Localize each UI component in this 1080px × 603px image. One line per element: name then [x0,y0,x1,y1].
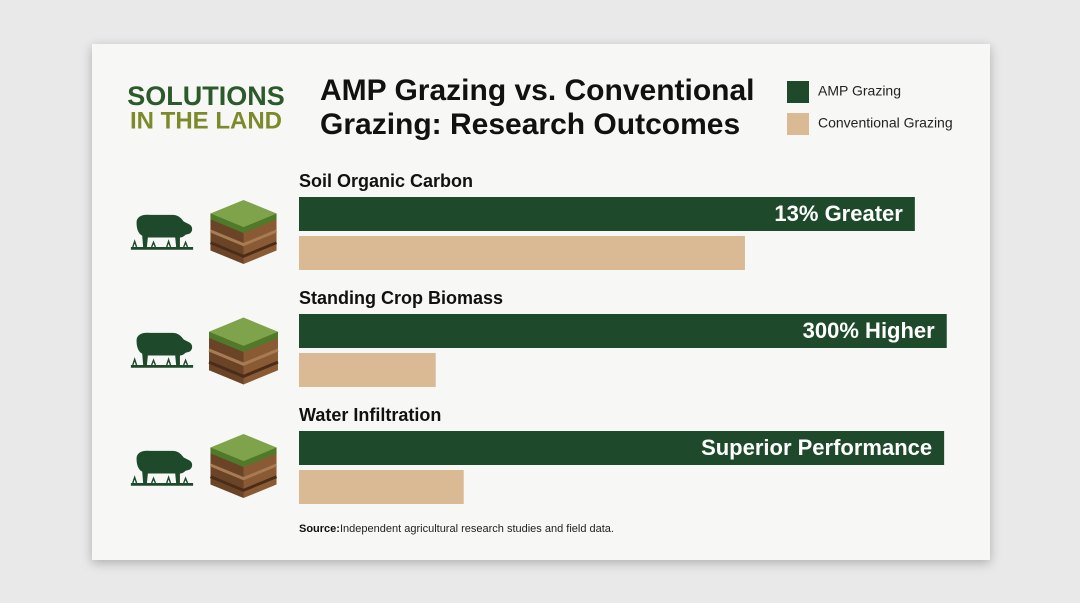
bar-annotation: Superior Performance [701,435,932,460]
bar [299,431,945,465]
legend-label: AMP Grazing [818,83,901,99]
legend-label: Conventional Grazing [818,115,953,131]
cow-icon [130,449,194,487]
chart-title: AMP Grazing vs. Conventional Grazing: Re… [320,74,755,141]
category-label: Water Infiltration [299,405,441,425]
icons [130,198,280,500]
bar [299,197,915,231]
bar [299,470,464,504]
bar [299,236,745,270]
category-label: Soil Organic Carbon [299,171,473,191]
bar [299,353,436,387]
soil-icon [208,198,279,266]
source-label: Source: [299,523,340,535]
bar [299,314,947,348]
bar-annotation: 300% Higher [803,318,935,343]
legend-swatch [787,81,809,103]
cow-icon [130,331,194,369]
logo-line: SOLUTIONS [127,81,285,111]
source-text: Independent agricultural research studie… [340,523,614,535]
soil-icon [207,315,280,387]
legend-swatch [787,113,809,135]
logo-line: IN THE LAND [130,107,282,134]
cow-icon [130,213,194,251]
soil-icon [208,432,279,500]
bar-annotation: 13% Greater [774,201,903,226]
category-label: Standing Crop Biomass [299,288,503,308]
